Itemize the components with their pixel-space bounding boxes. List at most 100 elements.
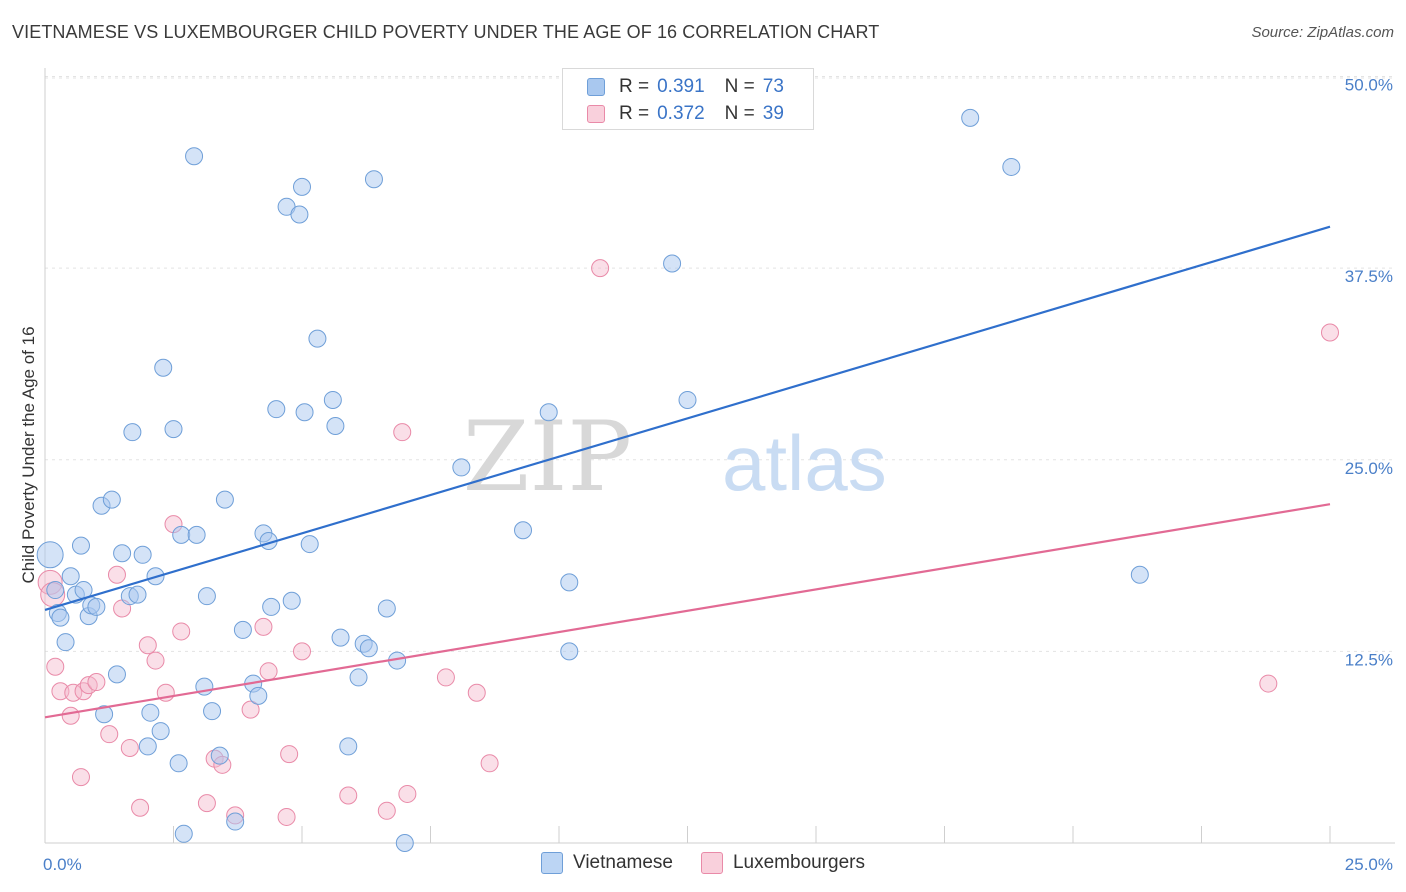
- vietnamese-point: [323, 390, 342, 409]
- vietnamese-point: [87, 597, 106, 616]
- luxembourgers-point: [293, 642, 311, 661]
- vietnamese-point: [107, 665, 126, 684]
- luxembourgers-point: [393, 423, 412, 442]
- luxembourgers-point: [131, 798, 150, 817]
- legend-swatch-luxembourgers: [587, 105, 605, 123]
- vietnamese-point: [61, 567, 80, 586]
- luxembourgers-point: [436, 668, 455, 687]
- vietnamese-point: [961, 108, 980, 127]
- luxembourgers-point: [591, 259, 610, 278]
- trend-lines: [44, 225, 1331, 719]
- legend-r-value: 0.391: [657, 76, 705, 97]
- x-tick-labels: 0.0% 25.0%: [43, 855, 1393, 874]
- legend-swatch-vietnamese: [587, 78, 605, 96]
- watermark-atlas: atlas: [722, 419, 887, 507]
- chart-title: VIETNAMESE VS LUXEMBOURGER CHILD POVERTY…: [12, 22, 880, 42]
- watermark: ZIP atlas: [463, 401, 887, 513]
- vietnamese-point: [1002, 157, 1021, 176]
- vietnamese-point: [452, 458, 471, 477]
- vietnamese-point: [326, 417, 345, 436]
- legend-swatch-vietnamese: [540, 852, 563, 874]
- luxembourgers-point: [51, 682, 70, 701]
- vietnamese-point: [102, 490, 121, 509]
- vietnamese-point: [172, 525, 191, 544]
- y-tick-label: 37.5%: [1345, 267, 1393, 286]
- luxembourgers-point: [259, 662, 278, 681]
- vietnamese-point: [113, 544, 132, 563]
- vietnamese-point: [164, 420, 183, 439]
- luxembourgers-points: [37, 259, 1339, 826]
- vietnamese-point: [377, 599, 396, 618]
- legend-n-value: 39: [762, 103, 784, 124]
- vietnamese-point: [123, 423, 142, 442]
- vietnamese-point: [678, 390, 697, 409]
- legend-item-luxembourgers[interactable]: Luxembourgers: [700, 852, 866, 874]
- vietnamese-point: [300, 535, 319, 554]
- vietnamese-point: [1130, 565, 1149, 584]
- luxembourgers-point: [146, 651, 165, 670]
- legend-swatch-luxembourgers: [700, 852, 723, 874]
- luxembourgers-point: [61, 706, 80, 725]
- y-tick-label: 50.0%: [1345, 76, 1393, 95]
- vietnamese-point: [282, 591, 301, 610]
- luxembourgers-point: [74, 682, 93, 701]
- vietnamese-point: [51, 608, 70, 627]
- luxembourgers-point: [100, 725, 119, 744]
- vietnamese-point: [203, 702, 222, 721]
- vietnamese-point: [133, 545, 152, 564]
- vietnamese-point: [215, 490, 234, 509]
- vietnamese-point: [187, 525, 206, 544]
- vietnamese-point: [560, 573, 579, 592]
- legend-label-luxembourgers: Luxembourgers: [732, 852, 866, 873]
- vietnamese-point: [141, 703, 160, 722]
- luxembourgers-point: [480, 754, 499, 773]
- y-tick-labels: 12.5% 25.0% 37.5% 50.0%: [1345, 76, 1393, 670]
- luxembourgers-point: [120, 738, 139, 757]
- luxembourgers-point: [277, 807, 296, 826]
- x-tick-label: 25.0%: [1345, 855, 1393, 874]
- vietnamese-point: [128, 585, 147, 604]
- luxembourgers-point: [280, 745, 299, 764]
- y-tick-label: 25.0%: [1345, 459, 1393, 478]
- vietnamese-point: [226, 812, 245, 831]
- gridlines: [45, 76, 1395, 652]
- luxembourgers-point: [46, 657, 65, 676]
- vietnamese-point: [233, 620, 252, 639]
- vietnamese-point: [290, 205, 309, 224]
- vietnamese-point: [151, 722, 170, 741]
- source-label: Source: ZipAtlas.com: [1251, 24, 1394, 41]
- legend-label-vietnamese: Vietnamese: [572, 852, 673, 873]
- luxembourgers-point: [1321, 323, 1339, 342]
- vietnamese-point: [395, 834, 414, 852]
- legend-n-label: N =: [724, 76, 755, 97]
- luxembourgers-point: [254, 617, 273, 636]
- stats-legend: R = 0.391 N = 73 R = 0.372 N = 39: [562, 68, 814, 130]
- luxembourgers-point: [398, 784, 417, 803]
- vietnamese-point: [71, 536, 90, 555]
- series-legend: Vietnamese Luxembourgers: [0, 852, 1406, 874]
- vietnamese-point: [249, 686, 268, 705]
- legend-r-label: R =: [619, 76, 650, 97]
- legend-item-vietnamese[interactable]: Vietnamese: [540, 852, 673, 874]
- luxembourgers-point: [172, 622, 191, 641]
- vietnamese-point: [349, 668, 368, 687]
- vietnamese-trend-line: [44, 225, 1331, 612]
- axes: [44, 68, 1395, 844]
- legend-n-value: 73: [762, 76, 784, 97]
- legend-r-label: R =: [619, 103, 650, 124]
- vietnamese-point: [339, 737, 358, 756]
- vietnamese-point: [262, 597, 281, 616]
- luxembourgers-point: [1259, 674, 1278, 693]
- luxembourgers-point: [377, 801, 396, 820]
- vietnamese-point: [364, 170, 383, 189]
- vietnamese-point: [56, 633, 75, 652]
- vietnamese-point: [514, 521, 533, 540]
- luxembourgers-point: [241, 700, 260, 719]
- vietnamese-point: [293, 177, 311, 196]
- vietnamese-point: [539, 403, 558, 422]
- x-tick-marks: [44, 826, 1331, 843]
- luxembourgers-trend-line: [44, 503, 1331, 719]
- luxembourgers-point: [71, 768, 90, 787]
- legend-row-vietnamese: R = 0.391 N = 73: [587, 75, 784, 99]
- vietnamese-points: [36, 108, 1149, 852]
